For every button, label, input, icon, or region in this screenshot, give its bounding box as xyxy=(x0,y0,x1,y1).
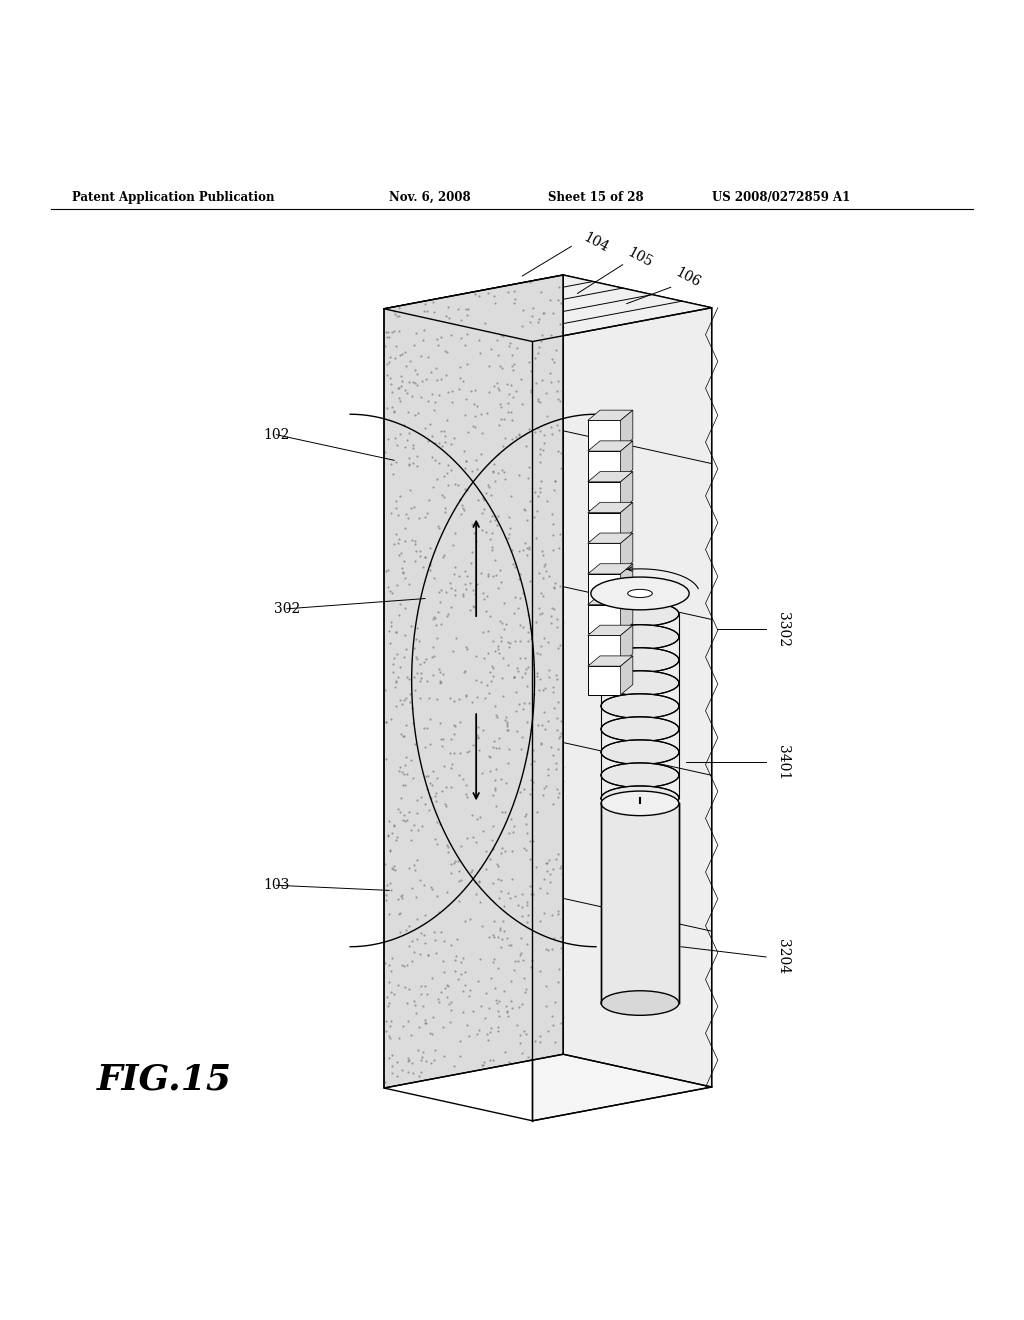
Text: 105: 105 xyxy=(625,246,655,269)
Polygon shape xyxy=(621,626,633,664)
Polygon shape xyxy=(621,656,633,694)
Text: 3204: 3204 xyxy=(776,940,791,974)
Polygon shape xyxy=(621,503,633,541)
Text: Sheet 15 of 28: Sheet 15 of 28 xyxy=(548,190,643,203)
Text: 3302: 3302 xyxy=(776,611,791,647)
Polygon shape xyxy=(621,533,633,572)
Text: 102: 102 xyxy=(263,428,290,442)
Ellipse shape xyxy=(591,577,689,610)
Text: 104: 104 xyxy=(581,230,611,255)
Ellipse shape xyxy=(601,717,679,742)
Polygon shape xyxy=(384,275,712,342)
Text: 103: 103 xyxy=(263,878,290,892)
Ellipse shape xyxy=(601,694,679,718)
Ellipse shape xyxy=(601,785,679,810)
Ellipse shape xyxy=(601,602,679,626)
Ellipse shape xyxy=(601,791,679,816)
Text: 106: 106 xyxy=(673,265,703,290)
Text: FIG.15: FIG.15 xyxy=(97,1063,232,1097)
Polygon shape xyxy=(621,594,633,634)
Polygon shape xyxy=(588,626,633,635)
Polygon shape xyxy=(621,564,633,603)
Polygon shape xyxy=(588,594,633,605)
Polygon shape xyxy=(621,411,633,449)
Polygon shape xyxy=(563,275,712,1086)
Polygon shape xyxy=(588,503,633,512)
Polygon shape xyxy=(588,533,633,544)
Polygon shape xyxy=(588,564,633,574)
Text: Nov. 6, 2008: Nov. 6, 2008 xyxy=(389,190,471,203)
Text: 3401: 3401 xyxy=(776,744,791,780)
Polygon shape xyxy=(588,656,633,667)
Ellipse shape xyxy=(628,589,652,598)
Bar xyxy=(588,605,621,634)
Bar xyxy=(588,544,621,572)
Ellipse shape xyxy=(601,671,679,696)
Bar xyxy=(588,420,621,449)
Ellipse shape xyxy=(601,624,679,649)
Bar xyxy=(588,512,621,541)
Text: Patent Application Publication: Patent Application Publication xyxy=(72,190,274,203)
Bar xyxy=(601,804,679,1003)
Polygon shape xyxy=(621,441,633,479)
Ellipse shape xyxy=(601,763,679,788)
Bar xyxy=(588,451,621,479)
Polygon shape xyxy=(621,471,633,511)
Polygon shape xyxy=(384,275,563,1088)
Polygon shape xyxy=(588,411,633,420)
Ellipse shape xyxy=(601,741,679,764)
Bar xyxy=(588,574,621,603)
Polygon shape xyxy=(588,441,633,451)
Bar xyxy=(588,482,621,511)
Bar xyxy=(588,635,621,664)
Text: US 2008/0272859 A1: US 2008/0272859 A1 xyxy=(712,190,850,203)
Ellipse shape xyxy=(601,648,679,672)
Bar xyxy=(588,667,621,694)
Text: 302: 302 xyxy=(273,602,300,616)
Polygon shape xyxy=(532,308,712,1121)
Polygon shape xyxy=(588,471,633,482)
Ellipse shape xyxy=(601,991,679,1015)
